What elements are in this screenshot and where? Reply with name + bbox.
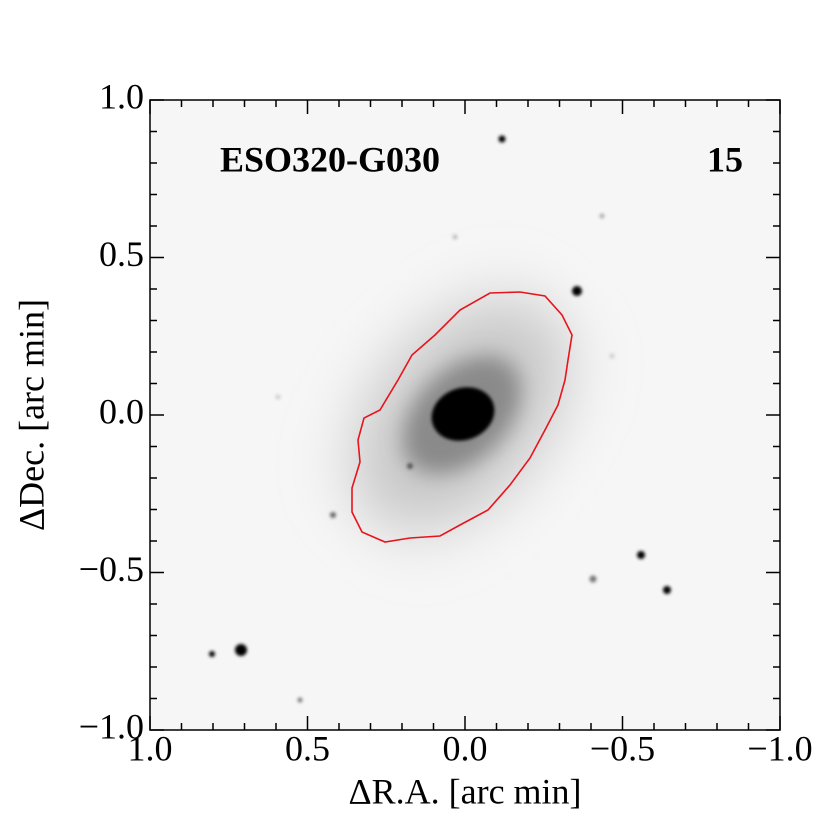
image (150, 100, 780, 730)
y-tick-label: 0.5 (99, 234, 144, 274)
y-tick-label: −0.5 (79, 549, 144, 589)
y-tick-label: 0.0 (99, 391, 144, 431)
y-axis-label: ΔDec. [arc min] (11, 299, 51, 531)
x-tick-label: −0.5 (590, 728, 655, 768)
x-axis-label: ΔR.A. [arc min] (348, 771, 581, 811)
contour (351, 291, 573, 543)
annotation: 15 (707, 139, 743, 179)
y-tick-label: −1.0 (79, 706, 144, 746)
x-tick-label: 0.5 (285, 728, 330, 768)
x-tick-label: −1.0 (747, 728, 812, 768)
chart-title: ESO320-G030 (220, 139, 440, 179)
y-tick-label: 1.0 (99, 76, 144, 116)
x-tick-label: 0.0 (443, 728, 488, 768)
x-tick-label: 1.0 (128, 728, 173, 768)
